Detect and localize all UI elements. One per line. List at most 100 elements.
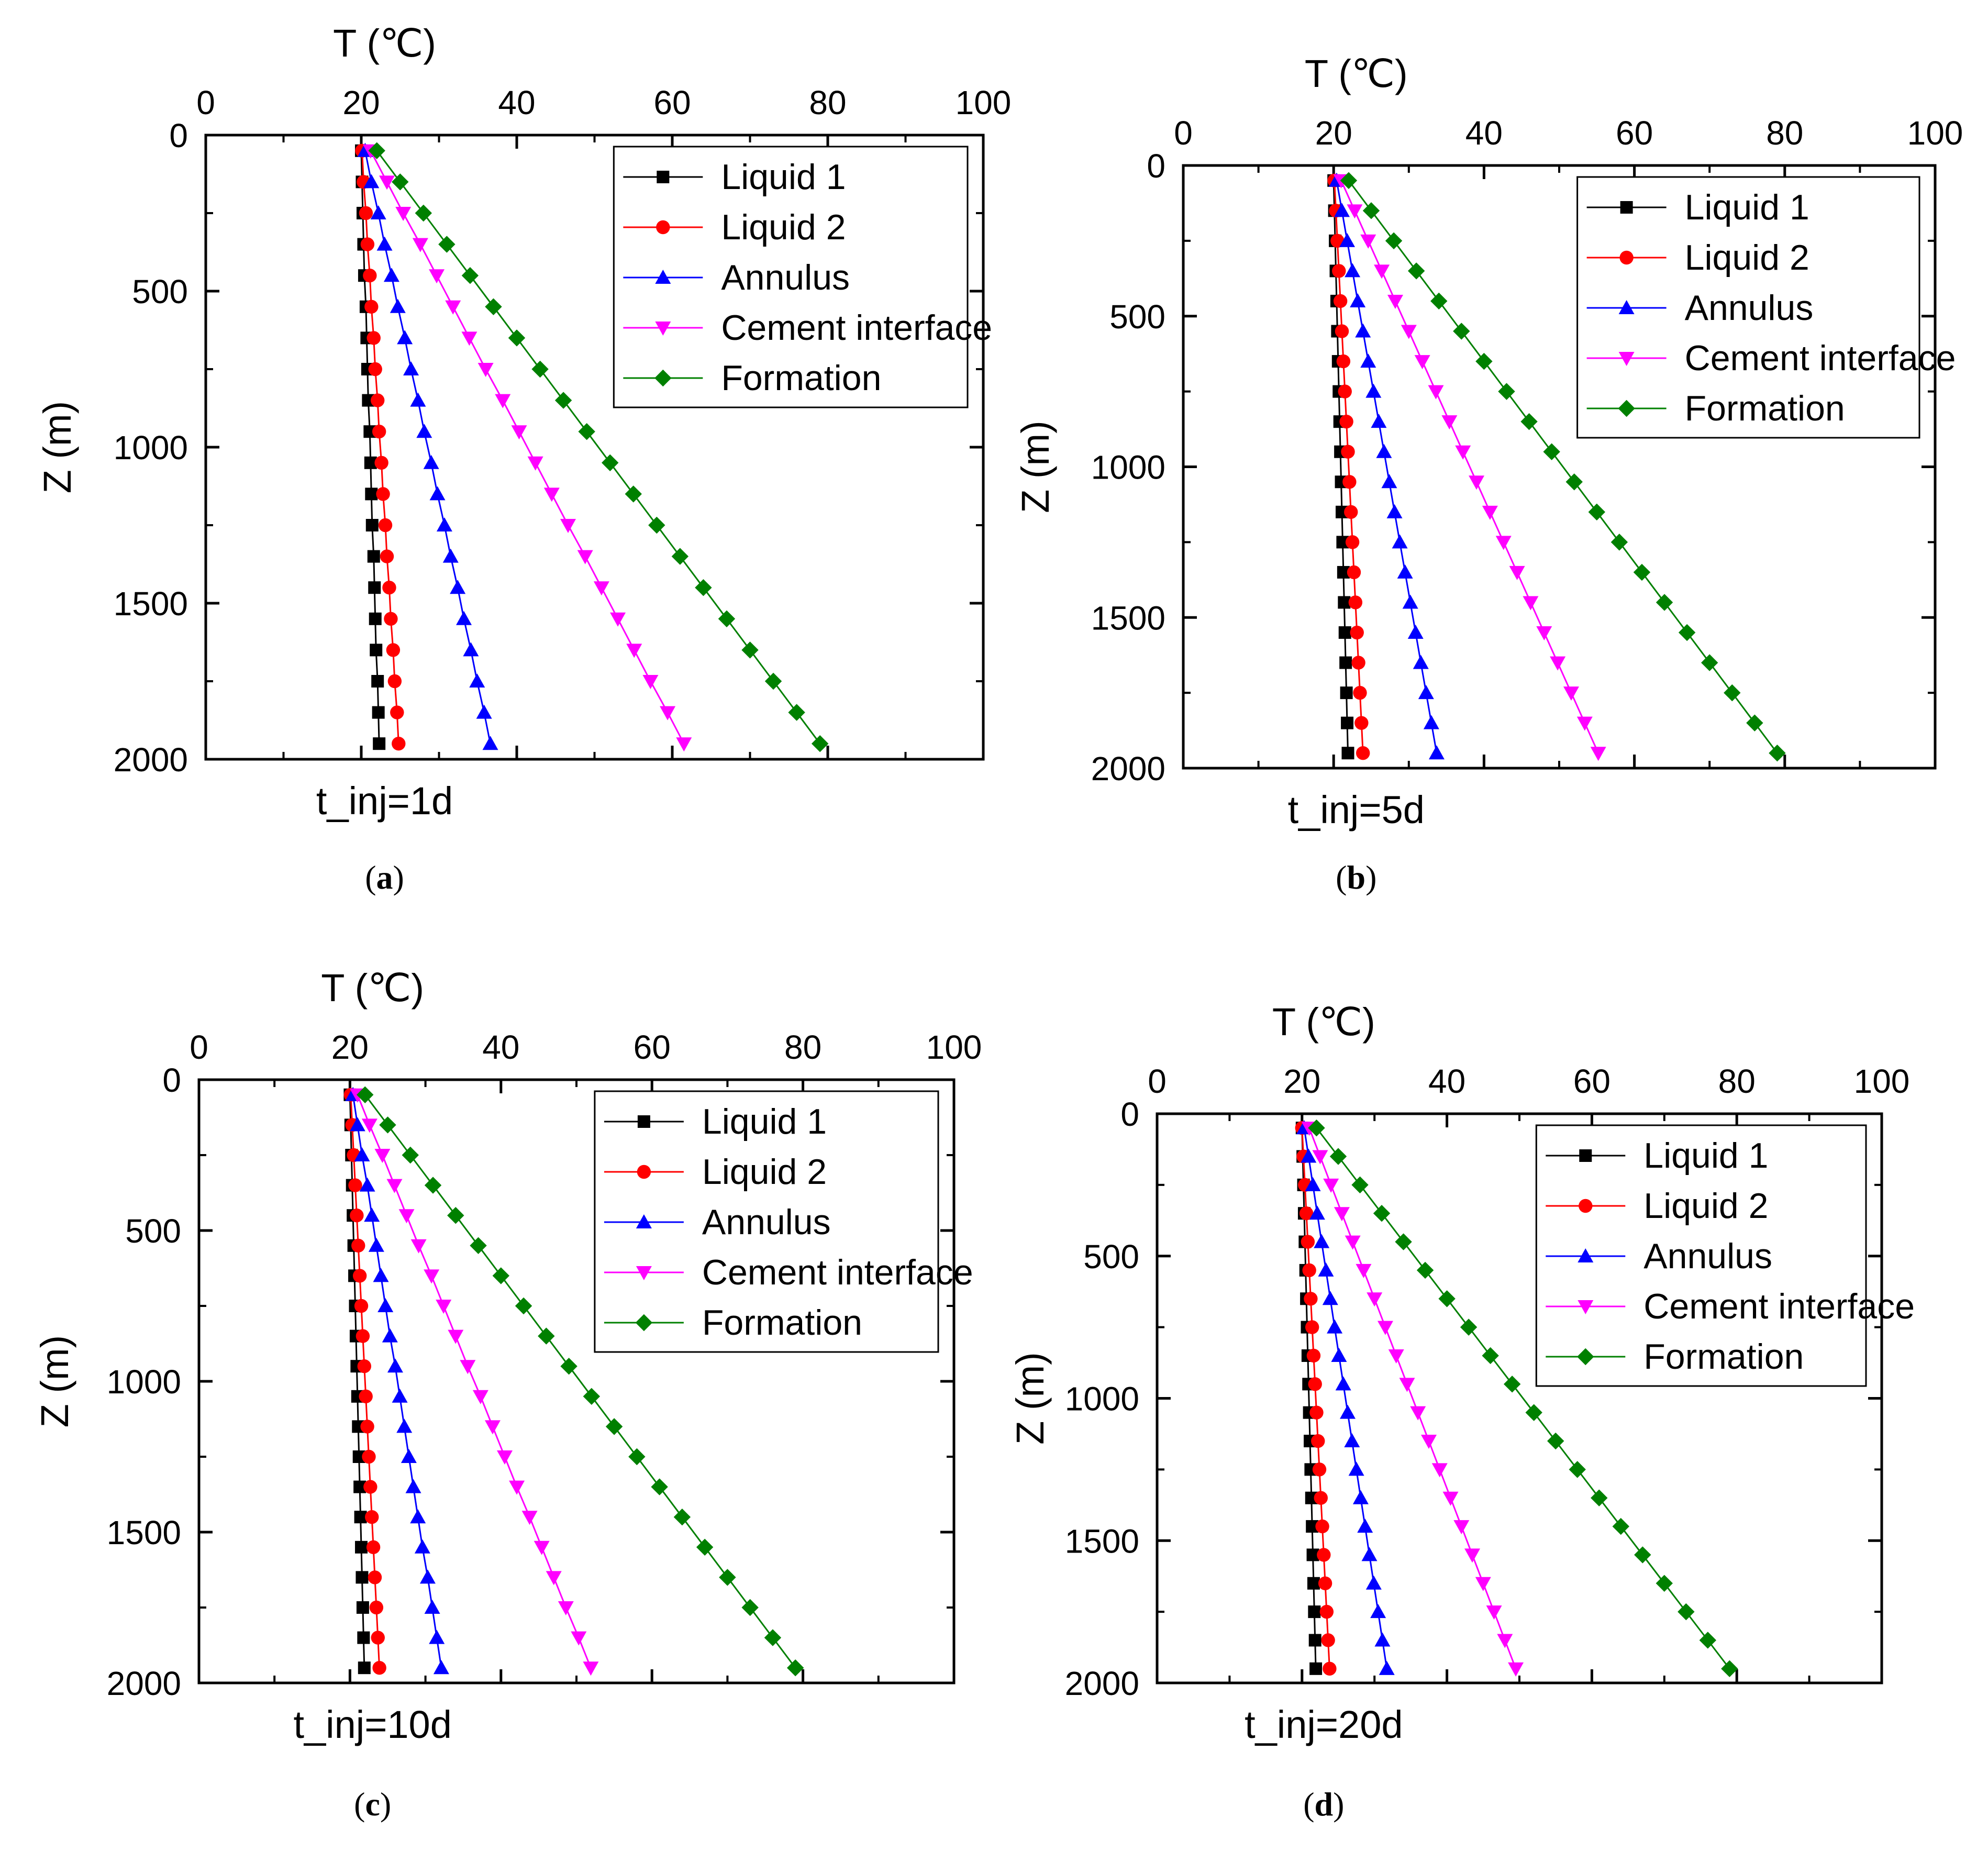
- data-point: [764, 1629, 782, 1646]
- data-point: [1357, 1519, 1373, 1533]
- panel-label-close: ): [1365, 859, 1376, 896]
- x-tick-label: 40: [498, 84, 535, 121]
- data-point: [1678, 1603, 1695, 1621]
- panel-label-letter: c: [365, 1786, 380, 1823]
- data-point: [1348, 1461, 1364, 1476]
- data-point: [361, 1118, 377, 1133]
- data-point: [1306, 1348, 1321, 1363]
- data-point: [1362, 202, 1380, 219]
- data-point: [1563, 686, 1579, 701]
- data-point: [1569, 1461, 1586, 1478]
- data-point: [363, 269, 377, 283]
- series-cement-interface: [349, 1088, 599, 1676]
- data-point: [368, 581, 381, 594]
- data-point: [403, 361, 419, 375]
- legend-marker: [655, 322, 671, 336]
- data-point: [386, 1179, 403, 1193]
- data-point: [476, 704, 492, 719]
- data-point: [1347, 565, 1361, 580]
- data-point: [558, 1601, 574, 1615]
- data-point: [397, 330, 413, 345]
- series-formation: [1340, 172, 1786, 762]
- data-point: [1497, 1634, 1513, 1648]
- data-point: [764, 672, 782, 690]
- data-point: [1407, 625, 1424, 639]
- legend-marker: [1578, 1300, 1594, 1314]
- data-point: [1367, 1292, 1383, 1307]
- data-point: [492, 1267, 509, 1284]
- data-point: [1327, 1319, 1343, 1334]
- y-tick-label: 0: [162, 1061, 181, 1099]
- data-point: [463, 642, 479, 657]
- chart-title: t_inj=1d: [316, 779, 453, 823]
- data-point: [546, 1571, 562, 1586]
- legend-label: Annulus: [702, 1202, 831, 1242]
- data-point: [1469, 475, 1485, 490]
- data-point: [1308, 1605, 1321, 1619]
- data-point: [355, 1540, 368, 1554]
- data-point: [450, 580, 466, 594]
- panel-label-open: (: [365, 859, 376, 896]
- y-tick-label: 2000: [1091, 750, 1165, 788]
- data-point: [1365, 1575, 1382, 1590]
- data-point: [445, 300, 461, 315]
- data-point: [1441, 415, 1458, 430]
- x-tick-label: 20: [1283, 1062, 1320, 1100]
- data-point: [433, 1660, 449, 1675]
- data-point: [368, 362, 382, 376]
- x-axis-title: T (℃): [333, 21, 436, 65]
- data-point: [1370, 1604, 1386, 1619]
- data-point: [1418, 685, 1434, 700]
- series-liquid-1: [1295, 1122, 1323, 1675]
- data-point: [1331, 1347, 1347, 1362]
- legend-label: Cement interface: [1685, 338, 1956, 378]
- data-point: [424, 1177, 442, 1194]
- data-point: [380, 549, 394, 563]
- data-point: [1503, 1376, 1521, 1393]
- data-point: [382, 581, 396, 595]
- data-point: [349, 1117, 365, 1132]
- legend-marker: [636, 1214, 652, 1228]
- data-point: [1509, 566, 1525, 580]
- x-tick-label: 100: [956, 84, 1012, 121]
- legend: Liquid 1 Liquid 2 Annulus Cement interface F…: [594, 1090, 973, 1353]
- data-point: [354, 1147, 370, 1161]
- data-point: [482, 736, 498, 750]
- data-point: [1301, 1148, 1317, 1163]
- data-point: [373, 1268, 389, 1282]
- data-point: [1348, 595, 1363, 609]
- data-point: [1633, 563, 1651, 581]
- data-point: [1464, 1548, 1481, 1563]
- y-tick-label: 500: [1109, 298, 1165, 336]
- data-point: [1381, 474, 1397, 489]
- data-point: [1453, 1520, 1470, 1535]
- data-point: [369, 1600, 384, 1615]
- data-point: [424, 1269, 440, 1284]
- data-point: [1407, 262, 1425, 280]
- data-point: [1322, 1291, 1338, 1305]
- panel-label-open: (: [1336, 859, 1347, 896]
- data-point: [577, 550, 593, 564]
- data-point: [359, 206, 373, 220]
- data-point: [1352, 1490, 1369, 1504]
- panel-label-close: ): [380, 1786, 391, 1823]
- data-point: [360, 1420, 374, 1434]
- data-point: [571, 1631, 587, 1646]
- data-point: [538, 1327, 555, 1345]
- data-point: [560, 1358, 577, 1375]
- data-point: [1304, 1292, 1318, 1306]
- x-axis-title: T (℃): [1272, 1000, 1375, 1044]
- data-point: [1399, 1378, 1415, 1392]
- data-point: [383, 268, 399, 282]
- data-point: [1410, 1406, 1426, 1421]
- legend-marker: [657, 171, 670, 183]
- data-point: [1356, 1263, 1372, 1278]
- data-point: [370, 644, 383, 657]
- data-point: [1379, 1660, 1395, 1675]
- data-point: [1344, 1433, 1360, 1448]
- y-tick-label: 1500: [1065, 1522, 1139, 1560]
- data-point: [376, 487, 390, 501]
